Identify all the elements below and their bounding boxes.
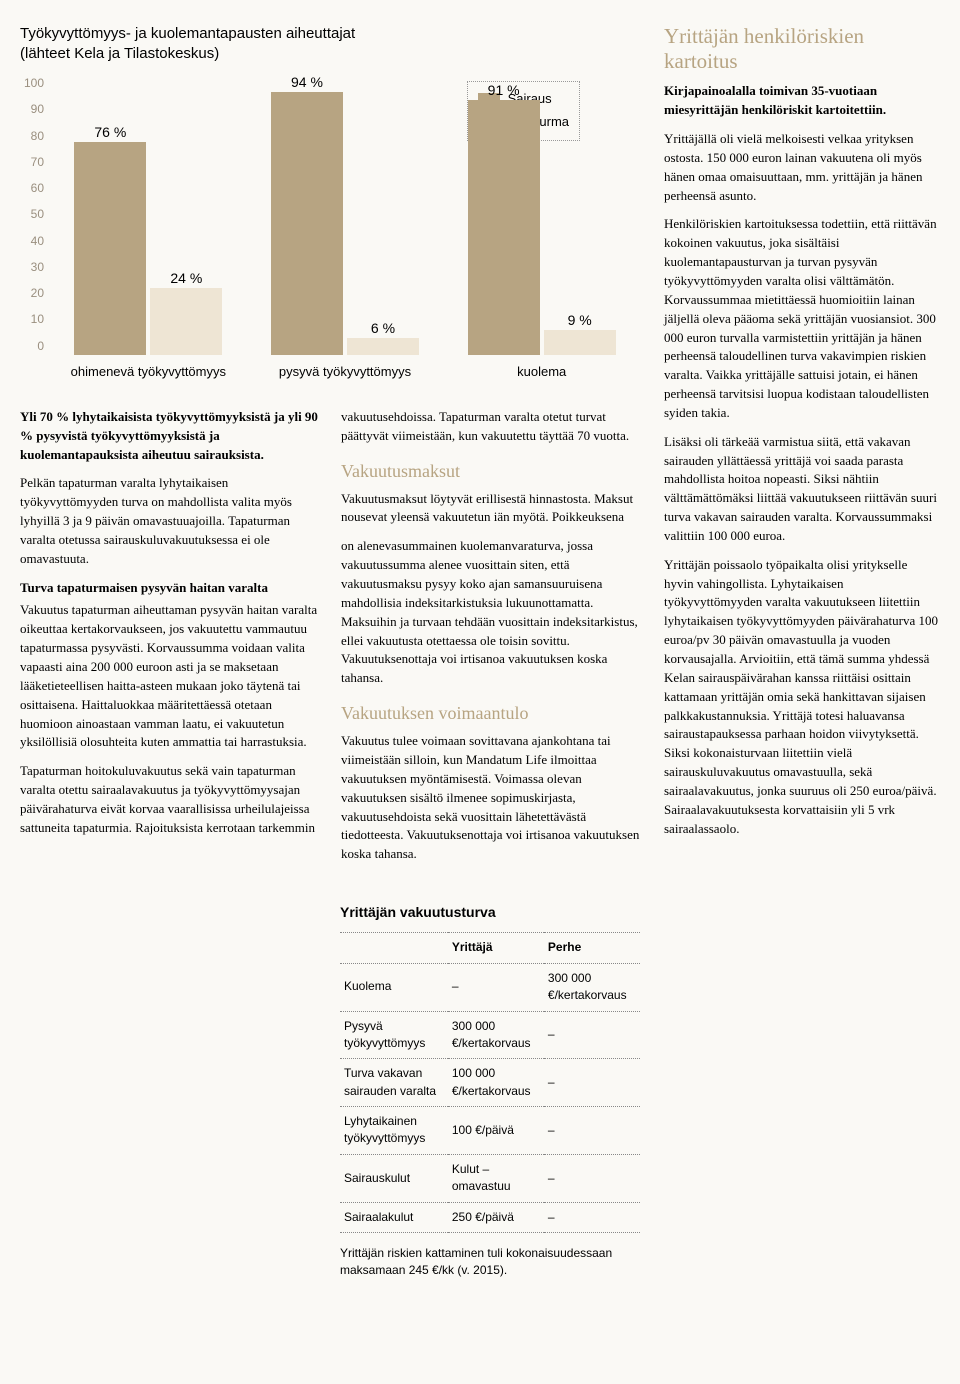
table-row: SairauskulutKulut – omavastuu– bbox=[340, 1154, 640, 1202]
table-cell: Sairaalakulut bbox=[340, 1202, 448, 1232]
bar-primary: 94 % bbox=[271, 92, 343, 355]
bar-label: 6 % bbox=[347, 318, 419, 338]
bar-secondary: 6 % bbox=[347, 338, 419, 355]
sidebar-text: Lisäksi oli tärkeää varmistua siitä, ett… bbox=[664, 433, 940, 546]
bar-secondary: 9 % bbox=[544, 330, 616, 355]
section-heading: Vakuutusmaksut bbox=[341, 458, 640, 484]
table-header bbox=[340, 933, 448, 963]
body-text: Vakuutusmaksut löytyvät erillisestä hinn… bbox=[341, 490, 640, 528]
bar-secondary: 24 % bbox=[150, 288, 222, 355]
table-cell: – bbox=[544, 1154, 640, 1202]
table-cell: Kuolema bbox=[340, 963, 448, 1011]
body-text: Vakuutus tulee voimaan sovittavana ajank… bbox=[341, 732, 640, 864]
table-row: Lyhytaikainen työkyvyttömyys100 €/päivä– bbox=[340, 1107, 640, 1155]
body-text: Pelkän tapaturman varalta lyhytaikaisen … bbox=[20, 474, 319, 568]
table-cell: 100 €/päivä bbox=[448, 1107, 544, 1155]
table-row: Kuolema–300 000 €/kertakorvaus bbox=[340, 963, 640, 1011]
table-cell: – bbox=[544, 1059, 640, 1107]
sidebar-text: Yrittäjän poissaolo työpaikalta olisi yr… bbox=[664, 556, 940, 839]
table-row: Sairaalakulut250 €/päivä– bbox=[340, 1202, 640, 1232]
sidebar-text: Yrittäjällä oli vielä melkoisesti velkaa… bbox=[664, 130, 940, 205]
table-cell: Turva vakavan sairauden varalta bbox=[340, 1059, 448, 1107]
y-tick: 40 bbox=[20, 233, 44, 250]
table-cell: Lyhytaikainen työkyvyttömyys bbox=[340, 1107, 448, 1155]
x-label: kuolema bbox=[443, 363, 640, 382]
sidebar-title: Yrittäjän henkilöriskien kartoitus bbox=[664, 24, 940, 74]
section-heading: Vakuutuksen voimaantulo bbox=[341, 700, 640, 726]
bar-label: 76 % bbox=[74, 122, 146, 142]
bar-group: 91 %9 % bbox=[459, 100, 624, 355]
table-cell: 300 000 €/kertakorvaus bbox=[544, 963, 640, 1011]
table-cell: – bbox=[448, 963, 544, 1011]
x-label: ohimenevä työkyvyttömyys bbox=[50, 363, 247, 382]
table-header: Perhe bbox=[544, 933, 640, 963]
y-tick: 100 bbox=[20, 75, 44, 92]
insurance-table: YrittäjäPerhe Kuolema–300 000 €/kertakor… bbox=[340, 932, 640, 1233]
x-label: pysyvä työkyvyttömyys bbox=[247, 363, 444, 382]
bar-label: 91 % bbox=[468, 80, 540, 100]
chart-plot: 76 %24 %94 %6 %91 %9 % bbox=[50, 75, 640, 355]
body-text: Yli 70 % lyhytaikaisista työkyvyttömyyks… bbox=[20, 408, 319, 465]
y-tick: 90 bbox=[20, 101, 44, 118]
bar-chart: Sairaus Tapaturma 0102030405060708090100… bbox=[20, 75, 640, 382]
body-text: on alenevasummainen kuolemanvaraturva, j… bbox=[341, 537, 640, 688]
table-cell: 100 000 €/kertakorvaus bbox=[448, 1059, 544, 1107]
bar-group: 94 %6 % bbox=[262, 92, 427, 355]
chart-title: Työkyvyttömyys- ja kuolemantapausten aih… bbox=[20, 24, 640, 63]
bar-primary: 76 % bbox=[74, 142, 146, 355]
table-cell: 300 000 €/kertakorvaus bbox=[448, 1011, 544, 1059]
table-cell: – bbox=[544, 1107, 640, 1155]
sidebar-intro: Kirjapainoalalla toimivan 35-vuotiaan mi… bbox=[664, 82, 940, 120]
body-text: Vakuutus tapaturman aiheuttaman pysyvän … bbox=[20, 601, 319, 752]
table-cell: Kulut – omavastuu bbox=[448, 1154, 544, 1202]
y-tick: 0 bbox=[20, 338, 44, 355]
table-cell: 250 €/päivä bbox=[448, 1202, 544, 1232]
y-tick: 30 bbox=[20, 259, 44, 276]
bar-label: 9 % bbox=[544, 310, 616, 330]
y-tick: 60 bbox=[20, 180, 44, 197]
y-tick: 80 bbox=[20, 128, 44, 145]
table-cell: – bbox=[544, 1202, 640, 1232]
table-cell: Sairauskulut bbox=[340, 1154, 448, 1202]
x-axis: ohimenevä työkyvyttömyyspysyvä työkyvytt… bbox=[50, 363, 640, 382]
bar-label: 24 % bbox=[150, 268, 222, 288]
table-cell: – bbox=[544, 1011, 640, 1059]
table-row: Turva vakavan sairauden varalta100 000 €… bbox=[340, 1059, 640, 1107]
table-header: Yrittäjä bbox=[448, 933, 544, 963]
y-tick: 10 bbox=[20, 311, 44, 328]
y-axis: 0 10 20 30 40 50 60 70 80 90 100 bbox=[20, 75, 50, 355]
y-tick: 70 bbox=[20, 154, 44, 171]
bar-label: 94 % bbox=[271, 72, 343, 92]
subheading: Turva tapaturmaisen pysyvän haitan varal… bbox=[20, 579, 319, 598]
table-footnote: Yrittäjän riskien kattaminen tuli kokona… bbox=[340, 1245, 640, 1280]
table-title: Yrittäjän vakuutusturva bbox=[340, 902, 640, 922]
table-cell: Pysyvä työkyvyttömyys bbox=[340, 1011, 448, 1059]
y-tick: 20 bbox=[20, 285, 44, 302]
table-row: Pysyvä työkyvyttömyys300 000 €/kertakorv… bbox=[340, 1011, 640, 1059]
y-tick: 50 bbox=[20, 206, 44, 223]
bar-group: 76 %24 % bbox=[66, 142, 231, 355]
sidebar-text: Henkilöriskien kartoituksessa todettiin,… bbox=[664, 215, 940, 422]
bar-primary: 91 % bbox=[468, 100, 540, 355]
